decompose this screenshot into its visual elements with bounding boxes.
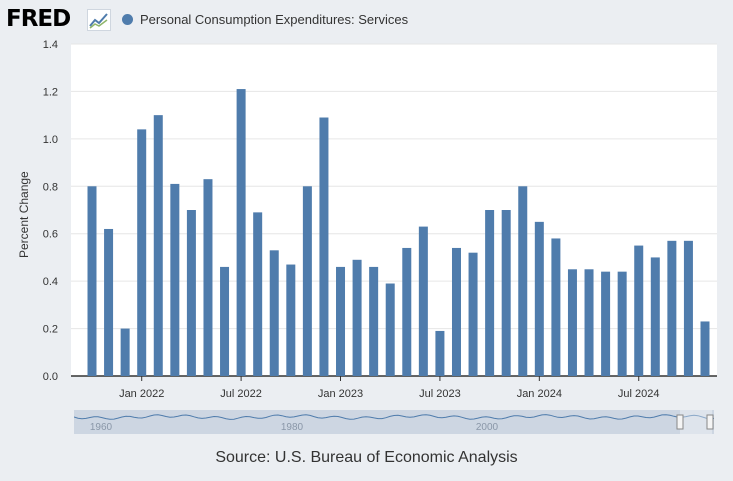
- bar[interactable]: [104, 228, 114, 376]
- legend-series-marker: [122, 14, 133, 25]
- y-tick-label: 0.2: [43, 324, 58, 336]
- source-note: Source: U.S. Bureau of Economic Analysis: [215, 449, 518, 466]
- bar[interactable]: [518, 186, 528, 376]
- bar[interactable]: [485, 210, 495, 376]
- bar[interactable]: [551, 238, 561, 376]
- navigator-year-label: 1980: [281, 422, 304, 433]
- bar[interactable]: [700, 321, 710, 376]
- y-tick-label: 1.4: [43, 39, 58, 51]
- bar[interactable]: [220, 266, 230, 376]
- bar[interactable]: [418, 226, 428, 376]
- bar[interactable]: [617, 271, 627, 376]
- x-tick-label: Jul 2022: [220, 388, 262, 400]
- bar[interactable]: [385, 283, 395, 376]
- trend-chart-icon: [87, 9, 111, 31]
- y-tick-label: 0.6: [43, 229, 58, 241]
- bar[interactable]: [451, 247, 461, 376]
- bar[interactable]: [634, 245, 644, 376]
- navigator-handle[interactable]: [706, 414, 714, 430]
- x-tick-label: Jul 2023: [419, 388, 461, 400]
- bar[interactable]: [170, 183, 180, 376]
- navigator-series-line: [73, 414, 715, 420]
- y-tick-label: 0.4: [43, 276, 58, 288]
- x-tick-label: Jan 2024: [517, 388, 562, 400]
- y-tick-label: 1.2: [43, 86, 58, 98]
- bar[interactable]: [153, 115, 163, 377]
- navigator-handle[interactable]: [676, 414, 684, 430]
- bar[interactable]: [567, 269, 577, 376]
- navigator-year-label: 1960: [90, 422, 113, 433]
- y-tick-label: 0.0: [43, 371, 58, 383]
- bar[interactable]: [352, 259, 362, 376]
- bar[interactable]: [667, 240, 677, 376]
- fred-logo[interactable]: FRED: [6, 6, 71, 32]
- bar[interactable]: [435, 330, 445, 376]
- bar[interactable]: [584, 269, 594, 376]
- bar[interactable]: [302, 186, 312, 376]
- bar[interactable]: [601, 271, 611, 376]
- bar[interactable]: [120, 328, 130, 376]
- bar[interactable]: [501, 210, 511, 376]
- series-title: Personal Consumption Expenditures: Servi…: [140, 12, 409, 27]
- bar[interactable]: [203, 179, 213, 376]
- bar[interactable]: [336, 266, 346, 376]
- chart-header: FRED Personal Consumption Expenditures: …: [0, 0, 733, 40]
- x-tick-label: Jan 2023: [318, 388, 363, 400]
- bar[interactable]: [236, 89, 246, 377]
- bar[interactable]: [253, 212, 263, 376]
- bar[interactable]: [269, 250, 279, 376]
- y-tick-label: 1.0: [43, 134, 58, 146]
- bar[interactable]: [402, 247, 412, 376]
- navigator-year-label: 2000: [476, 422, 499, 433]
- bar[interactable]: [137, 129, 147, 376]
- x-tick-label: Jul 2024: [618, 388, 660, 400]
- bar[interactable]: [683, 240, 693, 376]
- y-tick-label: 0.8: [43, 181, 58, 193]
- bar[interactable]: [369, 266, 379, 376]
- bar[interactable]: [650, 257, 660, 376]
- bar[interactable]: [186, 210, 196, 376]
- bar[interactable]: [319, 117, 329, 376]
- bar[interactable]: [468, 252, 478, 376]
- bar[interactable]: [534, 221, 544, 376]
- navigator-overview: 1960 1980 2000: [73, 410, 715, 434]
- range-navigator[interactable]: 1960 1980 2000: [73, 410, 715, 434]
- bar[interactable]: [286, 264, 296, 376]
- bar[interactable]: [87, 186, 97, 376]
- x-tick-label: Jan 2022: [119, 388, 164, 400]
